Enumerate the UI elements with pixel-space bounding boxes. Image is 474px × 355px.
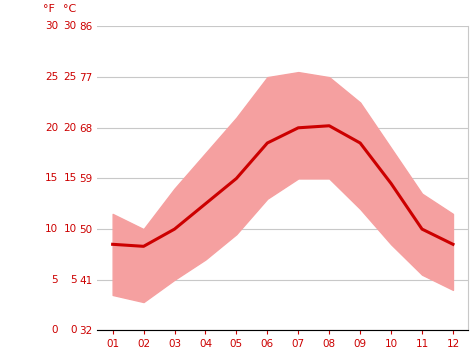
Text: °C: °C [64, 4, 77, 14]
Text: 15: 15 [64, 174, 77, 184]
Text: 10: 10 [64, 224, 77, 234]
Text: 20: 20 [45, 123, 58, 133]
Text: 30: 30 [64, 22, 77, 32]
Text: 0: 0 [70, 326, 77, 335]
Text: 20: 20 [64, 123, 77, 133]
Text: 5: 5 [52, 275, 58, 285]
Text: 0: 0 [52, 326, 58, 335]
Text: 15: 15 [45, 174, 58, 184]
Text: 25: 25 [64, 72, 77, 82]
Text: 30: 30 [45, 22, 58, 32]
Text: 10: 10 [45, 224, 58, 234]
Text: 25: 25 [45, 72, 58, 82]
Text: 5: 5 [70, 275, 77, 285]
Text: °F: °F [43, 4, 55, 14]
